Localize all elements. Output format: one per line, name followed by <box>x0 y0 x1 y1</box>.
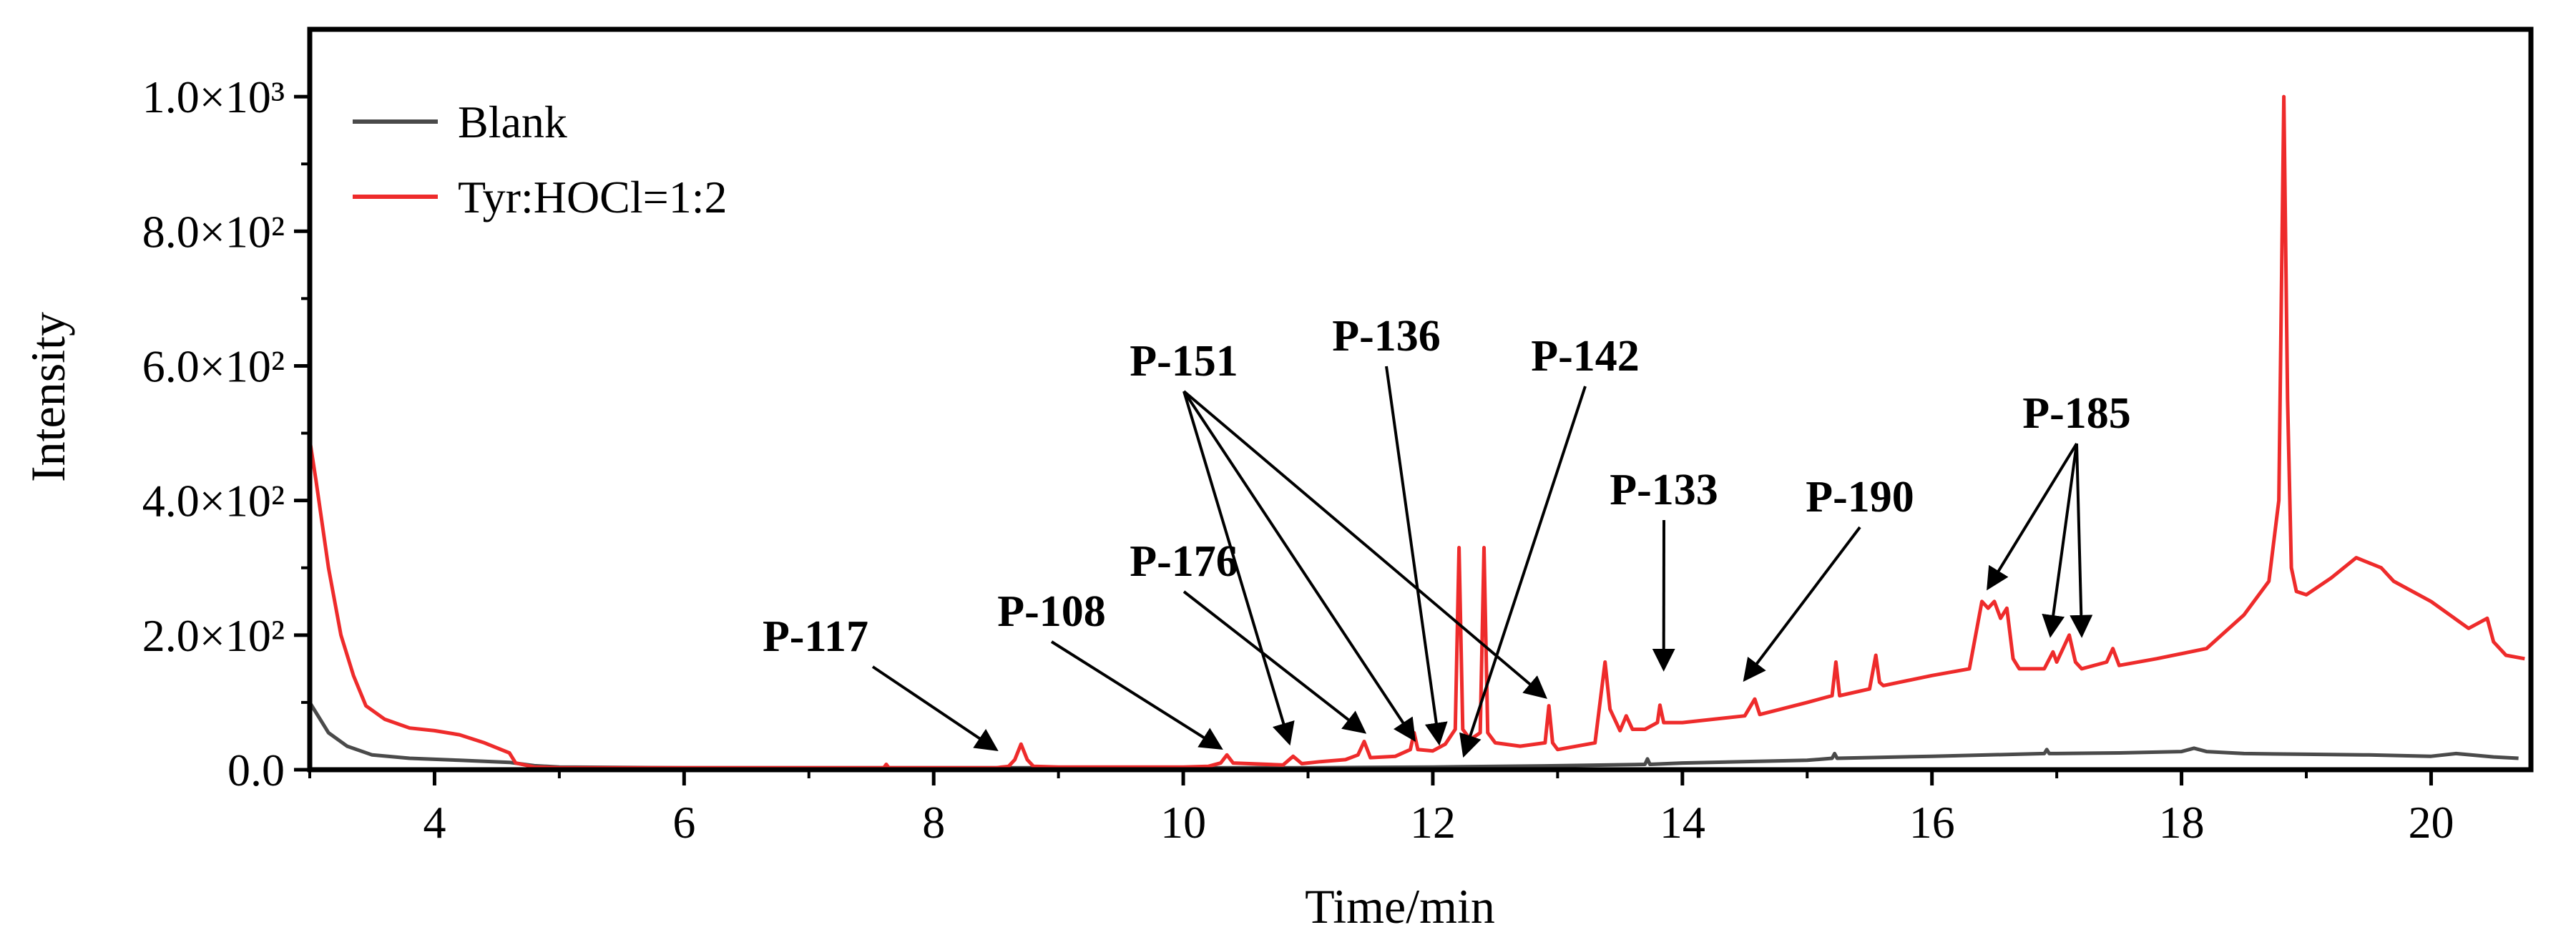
peak-arrow <box>1459 386 1587 758</box>
peak-arrow <box>1182 390 1416 742</box>
plot-frame <box>307 26 2534 773</box>
peak-label-p-133: P-133 <box>1610 466 1718 514</box>
peak-label-p-185: P-185 <box>2022 389 2131 438</box>
peak-label-p-136: P-136 <box>1332 312 1441 361</box>
peak-arrow <box>1385 366 1448 746</box>
x-tick-label: 12 <box>1410 797 1456 848</box>
peak-label-p-176: P-176 <box>1130 537 1238 586</box>
y-tick-label: 1.0×10³ <box>142 72 285 122</box>
x-tick-label: 4 <box>423 797 446 848</box>
x-tick-label: 10 <box>1160 797 1206 848</box>
x-axis-title: Time/min <box>1305 879 1495 934</box>
peak-arrow <box>1182 590 1367 734</box>
x-tick-label: 20 <box>2408 797 2454 848</box>
peak-arrow <box>2070 443 2093 638</box>
peak-label-p-190: P-190 <box>1806 473 1914 521</box>
peak-arrow <box>1050 640 1223 750</box>
peak-arrow <box>2042 443 2078 638</box>
legend: Blank Tyr:HOCl=1:2 <box>353 97 728 222</box>
legend-label-tyr-hocl: Tyr:HOCl=1:2 <box>458 172 728 222</box>
peak-label-p-151: P-151 <box>1130 337 1238 386</box>
y-tick-label: 0.0 <box>227 745 285 795</box>
y-tick-label: 6.0×10² <box>142 341 285 391</box>
peak-label-p-142: P-142 <box>1531 332 1640 381</box>
peak-arrow <box>1182 391 1295 746</box>
x-tick-label: 18 <box>2159 797 2205 848</box>
peak-arrow <box>1182 390 1547 699</box>
axis-ticks-group: 4 6 8 10 12 14 16 18 20 0.0 2.0×10² 4.0×10² 6.0×10² 8… <box>142 72 2454 848</box>
peak-label-p-117: P-117 <box>763 612 868 661</box>
series-line-blank <box>308 701 2519 770</box>
x-tick-label: 14 <box>1660 797 1705 848</box>
x-tick-label: 8 <box>922 797 945 848</box>
x-tick-label: 6 <box>672 797 695 848</box>
peak-label-p-108: P-108 <box>997 587 1106 636</box>
legend-label-blank: Blank <box>458 97 567 147</box>
y-tick-label: 8.0×10² <box>142 206 285 257</box>
x-tick-label: 16 <box>1909 797 1955 848</box>
y-tick-label: 2.0×10² <box>142 610 285 661</box>
peak-arrow <box>871 665 999 752</box>
annotations-group: P-117 P-108 P-176 P-151 P-136 P-142 P-133 P-190… <box>763 312 2131 758</box>
y-axis-title: Intensity <box>21 312 75 482</box>
peak-arrow <box>1743 526 1861 682</box>
peak-arrow <box>1987 442 2078 591</box>
y-tick-label: 4.0×10² <box>142 476 285 527</box>
